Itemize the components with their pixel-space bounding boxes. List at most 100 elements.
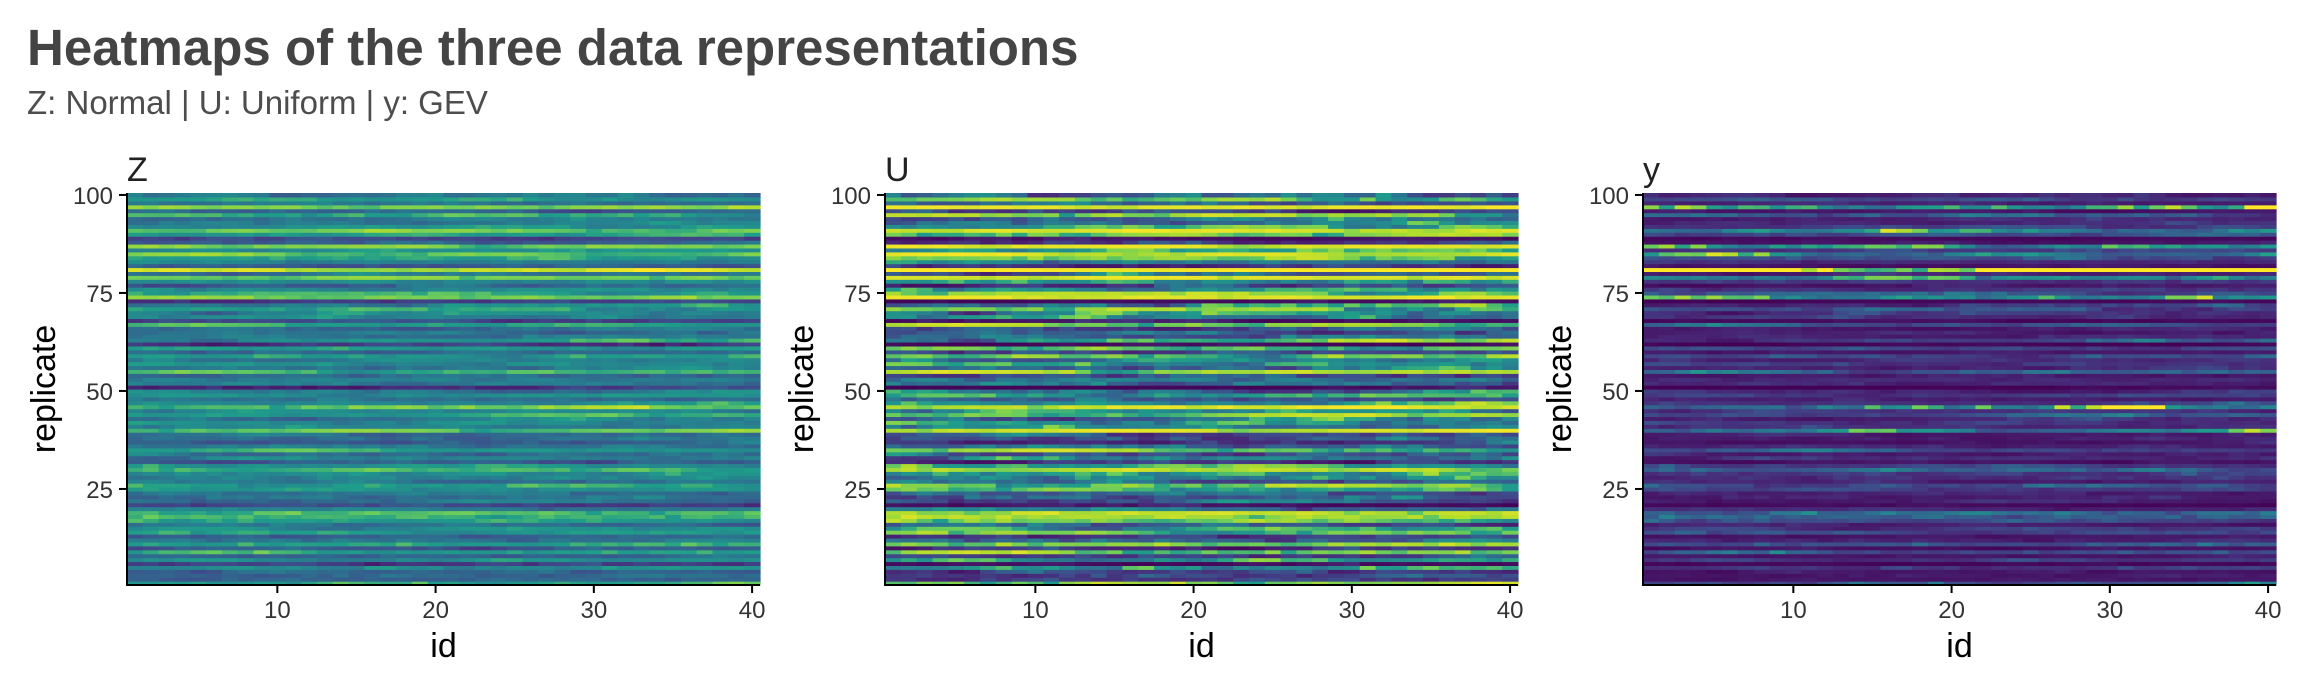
heatmap-cell xyxy=(633,534,650,539)
heatmap-cell xyxy=(538,537,555,543)
heatmap-cell xyxy=(1502,506,1519,512)
heatmap-cell xyxy=(427,479,445,484)
heatmap-cell xyxy=(174,424,191,429)
heatmap-cell xyxy=(554,243,571,249)
heatmap-cell xyxy=(554,545,571,551)
heatmap-cell xyxy=(617,581,635,586)
heatmap-cell xyxy=(348,498,365,504)
heatmap-cell xyxy=(728,530,745,535)
heatmap-cell xyxy=(253,392,271,398)
heatmap-cell xyxy=(348,392,365,398)
heatmap-cell xyxy=(1027,494,1044,500)
heatmap-cell xyxy=(506,212,524,218)
heatmap-cell xyxy=(396,263,413,269)
heatmap-cell xyxy=(665,310,682,316)
heatmap-cell xyxy=(948,494,965,500)
heatmap-cell xyxy=(696,338,714,343)
heatmap-cell xyxy=(237,577,255,582)
heatmap-cell xyxy=(680,451,698,457)
heatmap-cell xyxy=(285,416,302,421)
heatmap-cell xyxy=(900,573,918,578)
heatmap-cell xyxy=(1201,541,1218,547)
heatmap-cell xyxy=(332,514,350,519)
heatmap-cell xyxy=(585,330,603,335)
heatmap-cell xyxy=(744,302,761,308)
heatmap-cell xyxy=(1423,522,1440,527)
heatmap-cell xyxy=(190,287,207,292)
heatmap-cell xyxy=(649,573,666,578)
heatmap-cell xyxy=(1454,569,1472,574)
heatmap-cell xyxy=(206,326,223,331)
heatmap-cell xyxy=(285,455,302,461)
heatmap-cell xyxy=(617,459,635,465)
heatmap-cell xyxy=(1138,518,1155,523)
heatmap-cell xyxy=(396,506,413,512)
heatmap-cell xyxy=(617,334,635,339)
heatmap-cell xyxy=(633,451,650,457)
heatmap-cell xyxy=(680,545,698,551)
heatmap-cell xyxy=(396,561,413,566)
heatmap-cell xyxy=(728,487,745,492)
heatmap-cell xyxy=(142,569,160,574)
heatmap-cell xyxy=(190,447,207,453)
heatmap-cell xyxy=(728,573,745,578)
heatmap-cell xyxy=(411,420,429,425)
heatmap-cell xyxy=(127,545,144,551)
heatmap-cell xyxy=(712,326,729,331)
heatmap-cell xyxy=(538,396,555,402)
heatmap-cell xyxy=(1328,510,1345,516)
heatmap-cell xyxy=(1407,498,1424,504)
heatmap-cell xyxy=(348,298,365,304)
heatmap-cell xyxy=(617,349,635,355)
heatmap-cell xyxy=(459,259,476,265)
heatmap-cell xyxy=(237,302,255,308)
heatmap-cell xyxy=(364,196,381,202)
heatmap-cell xyxy=(744,267,761,272)
heatmap-cell xyxy=(538,459,555,465)
heatmap-cell xyxy=(1486,561,1503,566)
heatmap-cell xyxy=(538,298,555,304)
heatmap-cell xyxy=(490,318,508,323)
heatmap-cell xyxy=(665,557,682,563)
heatmap-cell xyxy=(221,255,239,261)
heatmap-cell xyxy=(427,502,445,508)
heatmap-cell xyxy=(269,373,286,378)
heatmap-cell xyxy=(1328,518,1345,523)
heatmap-cell xyxy=(301,212,318,218)
heatmap-cell xyxy=(1312,510,1329,516)
heatmap-cell xyxy=(443,432,460,437)
heatmap-cell xyxy=(332,373,350,378)
heatmap-cell xyxy=(380,400,397,406)
heatmap-cell xyxy=(443,389,460,394)
heatmap-cell xyxy=(174,330,191,335)
heatmap-cell xyxy=(174,467,191,472)
heatmap-cell xyxy=(1074,494,1092,500)
heatmap-cell xyxy=(885,530,902,535)
heatmap-cell xyxy=(506,259,524,265)
heatmap-cell xyxy=(332,220,350,225)
heatmap-cell xyxy=(221,389,239,394)
heatmap-cell xyxy=(1248,514,1266,519)
heatmap-cell xyxy=(728,467,745,472)
heatmap-cell xyxy=(964,534,981,539)
heatmap-cell xyxy=(680,361,698,367)
heatmap-cell xyxy=(696,510,714,516)
heatmap-cell xyxy=(522,220,540,225)
heatmap-cell xyxy=(396,404,413,410)
heatmap-cell xyxy=(364,577,381,582)
heatmap-cell xyxy=(269,240,286,245)
heatmap-cell xyxy=(475,534,492,539)
heatmap-cell xyxy=(522,549,540,555)
heatmap-cell xyxy=(348,416,365,421)
heatmap-cell xyxy=(206,475,223,480)
heatmap-cell xyxy=(554,573,571,578)
heatmap-cell xyxy=(601,247,619,253)
heatmap-cell xyxy=(158,459,176,465)
heatmap-cell xyxy=(285,549,302,555)
heatmap-cell xyxy=(1470,545,1487,551)
heatmap-cell xyxy=(665,506,682,512)
heatmap-cell xyxy=(364,436,381,441)
heatmap-cell xyxy=(221,443,239,449)
heatmap-cell xyxy=(206,298,223,304)
heatmap-cell xyxy=(649,432,666,437)
